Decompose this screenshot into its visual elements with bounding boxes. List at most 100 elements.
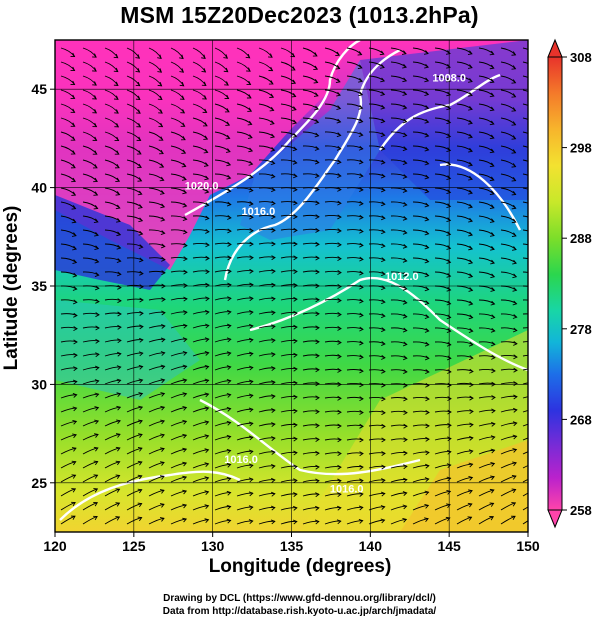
wind-streamline bbox=[522, 131, 528, 134]
wind-arrowhead bbox=[71, 488, 77, 493]
wind-arrowhead bbox=[157, 68, 163, 73]
wind-arrowhead bbox=[72, 433, 77, 439]
wind-arrowhead bbox=[315, 297, 320, 303]
wind-arrowhead bbox=[249, 323, 254, 329]
wind-arrowhead bbox=[115, 516, 121, 521]
wind-arrowhead bbox=[446, 341, 452, 347]
wind-arrowhead bbox=[271, 310, 276, 316]
wind-arrowhead bbox=[205, 242, 210, 248]
wind-arrowhead bbox=[226, 337, 232, 343]
wind-arrowhead bbox=[315, 339, 320, 345]
wind-arrowhead bbox=[359, 410, 364, 415]
wind-arrowhead bbox=[248, 147, 254, 153]
x-axis-ticks: 120 125 130 135 140 145 150 bbox=[43, 532, 540, 554]
wind-arrowhead bbox=[424, 517, 429, 523]
wind-arrowhead bbox=[115, 177, 121, 182]
wind-arrowhead bbox=[513, 407, 518, 413]
wind-arrowhead bbox=[446, 91, 452, 97]
wind-arrowhead bbox=[248, 435, 254, 441]
wind-arrowhead bbox=[424, 272, 430, 278]
wind-arrowhead bbox=[135, 68, 141, 73]
wind-arrowhead bbox=[512, 287, 518, 292]
wind-arrowhead bbox=[359, 382, 364, 388]
wind-arrowhead bbox=[94, 392, 100, 398]
wind-arrowhead bbox=[468, 245, 474, 251]
wind-arrowhead bbox=[511, 149, 517, 154]
wind-arrowhead bbox=[139, 284, 144, 290]
wind-arrowhead bbox=[179, 54, 184, 60]
y-tick-label: 45 bbox=[31, 81, 47, 97]
wind-arrowhead bbox=[293, 394, 298, 400]
wind-arrowhead bbox=[138, 217, 144, 223]
wind-arrowhead bbox=[447, 396, 452, 401]
wind-arrowhead bbox=[402, 77, 408, 83]
wind-arrowhead bbox=[447, 436, 452, 442]
wind-arrowhead bbox=[268, 66, 274, 72]
wind-arrowhead bbox=[135, 95, 141, 101]
wind-arrowhead bbox=[468, 203, 473, 209]
wind-arrowhead bbox=[446, 133, 452, 139]
wind-arrowhead bbox=[159, 176, 165, 182]
wind-arrowhead bbox=[445, 50, 451, 55]
wind-arrowhead bbox=[270, 133, 276, 139]
wind-arrowhead bbox=[402, 299, 408, 305]
wind-arrowhead bbox=[93, 177, 98, 183]
wind-arrowhead bbox=[380, 518, 386, 524]
wind-arrowhead bbox=[117, 311, 122, 317]
wind-arrowhead bbox=[357, 51, 363, 56]
wind-arrowhead bbox=[511, 51, 517, 56]
wind-arrowhead bbox=[315, 227, 320, 233]
wind-arrowhead bbox=[248, 187, 254, 193]
wind-arrowhead bbox=[380, 91, 386, 96]
wind-arrowhead bbox=[315, 437, 320, 442]
wind-arrowhead bbox=[70, 80, 76, 85]
wind-arrowhead bbox=[204, 364, 210, 370]
wind-arrowhead bbox=[204, 337, 210, 343]
wind-arrowhead bbox=[116, 405, 122, 411]
wind-arrowhead bbox=[93, 460, 99, 466]
wind-arrowhead bbox=[535, 421, 539, 425]
wind-arrowhead bbox=[204, 202, 210, 208]
wind-arrowhead bbox=[291, 92, 297, 98]
wind-arrowhead bbox=[227, 282, 232, 288]
wind-arrowhead bbox=[511, 488, 517, 493]
wind-arrowhead bbox=[512, 421, 518, 427]
wind-arrowhead bbox=[92, 81, 97, 86]
contour-label: 1012.0 bbox=[385, 271, 419, 283]
wind-arrowhead bbox=[161, 310, 166, 316]
wind-arrowhead bbox=[446, 105, 452, 111]
wind-arrowhead bbox=[204, 215, 210, 221]
wind-arrowhead bbox=[114, 123, 120, 128]
wind-arrowhead bbox=[336, 505, 342, 511]
wind-arrowhead bbox=[138, 337, 144, 343]
wind-arrowhead bbox=[337, 437, 342, 443]
wind-arrowhead bbox=[116, 378, 122, 384]
wind-arrowhead bbox=[293, 241, 298, 247]
wind-arrowhead bbox=[94, 258, 100, 264]
wind-arrowhead bbox=[225, 121, 231, 126]
wind-arrowhead bbox=[425, 396, 430, 402]
wind-arrowhead bbox=[92, 164, 98, 169]
wind-arrowhead bbox=[182, 433, 188, 439]
wind-arrowhead bbox=[491, 421, 496, 427]
wind-arrowhead bbox=[512, 314, 518, 319]
wind-arrowhead bbox=[490, 273, 496, 279]
wind-arrowhead bbox=[403, 410, 408, 416]
wind-arrowhead bbox=[137, 177, 143, 182]
wind-arrowhead bbox=[247, 107, 253, 112]
wind-arrowhead bbox=[71, 447, 77, 452]
wind-arrowhead bbox=[268, 80, 274, 85]
wind-arrowhead bbox=[226, 201, 232, 207]
wind-arrowhead bbox=[535, 394, 539, 398]
wind-arrowhead bbox=[489, 64, 495, 70]
wind-streamline bbox=[522, 396, 528, 399]
wind-arrowhead bbox=[313, 78, 319, 84]
wind-arrowhead bbox=[182, 202, 188, 208]
wind-arrowhead bbox=[161, 323, 166, 329]
wind-arrowhead bbox=[246, 94, 252, 99]
wind-arrowhead bbox=[116, 419, 121, 425]
wind-arrowhead bbox=[337, 340, 342, 345]
wind-arrowhead bbox=[489, 92, 495, 98]
wind-arrowhead bbox=[313, 92, 319, 97]
wind-arrowhead bbox=[402, 243, 408, 249]
